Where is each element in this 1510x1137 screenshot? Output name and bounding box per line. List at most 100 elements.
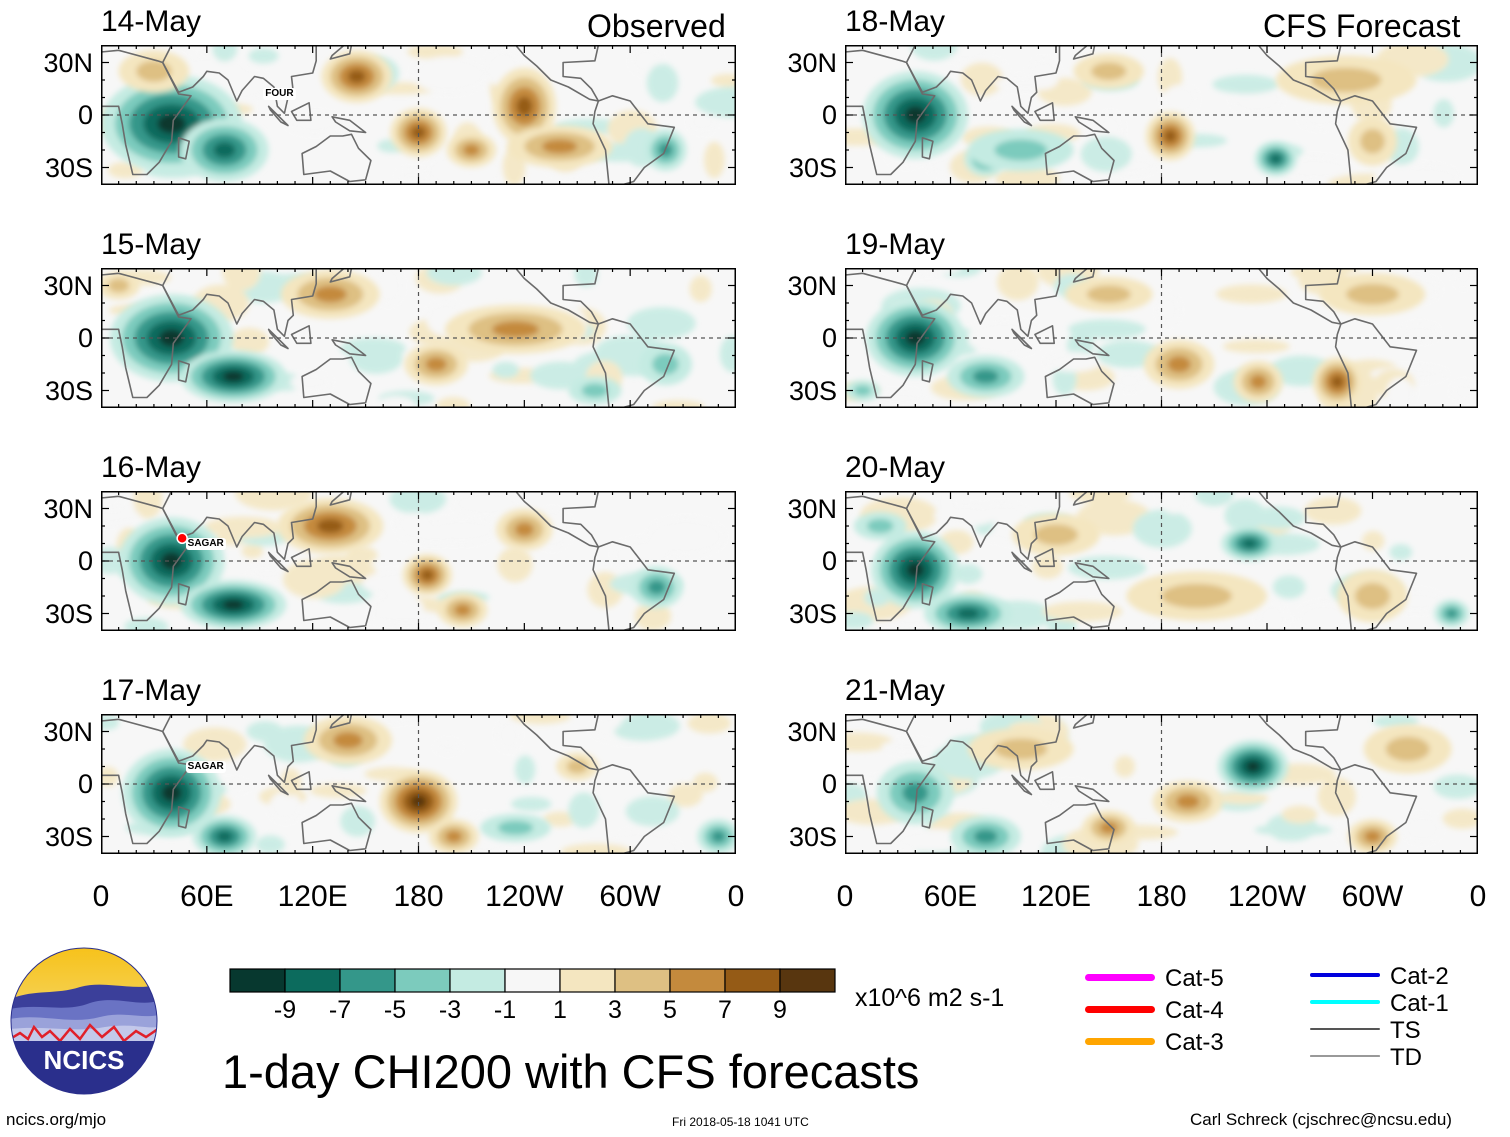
anomaly-map bbox=[100, 44, 737, 186]
lat-tick-label: 30S bbox=[44, 152, 93, 183]
colorbar-label: -3 bbox=[438, 996, 462, 1024]
lat-tick-label: 30S bbox=[44, 821, 93, 852]
lat-tick-label: 30N bbox=[787, 716, 837, 747]
anomaly-map bbox=[100, 267, 737, 409]
legend-swatch-cat-1 bbox=[1310, 1000, 1380, 1004]
colorbar-swatch bbox=[449, 968, 506, 993]
colorbar-label: 5 bbox=[663, 996, 677, 1024]
lon-tick-label: 60W bbox=[1341, 880, 1404, 913]
observed-title: Observed bbox=[587, 8, 726, 44]
map-panel-19-may bbox=[844, 267, 1479, 413]
lat-tick-label: 0 bbox=[77, 323, 93, 353]
lon-tick-label: 60E bbox=[180, 880, 234, 913]
lat-tick-label: 30N bbox=[43, 270, 93, 301]
lon-tick-label: 120W bbox=[485, 880, 564, 913]
lon-tick-label: 120E bbox=[1020, 880, 1092, 913]
lat-tick-label: 30S bbox=[44, 598, 93, 629]
anomaly-map bbox=[100, 490, 737, 632]
colorbar-units: x10^6 m2 s-1 bbox=[855, 984, 1005, 1012]
legend-swatch-td bbox=[1310, 1055, 1380, 1057]
legend-swatch-ts bbox=[1310, 1027, 1380, 1031]
lon-tick-label: 0 bbox=[836, 880, 854, 913]
lat-tick-label: 30N bbox=[787, 47, 837, 78]
colorbar-label: 1 bbox=[553, 996, 567, 1024]
legend-label: Cat-4 bbox=[1165, 997, 1224, 1024]
colorbar-swatch bbox=[284, 968, 341, 993]
lat-tick-label: 30N bbox=[43, 493, 93, 524]
colorbar-swatch bbox=[669, 968, 726, 993]
map-panel-16-may: SAGAR bbox=[100, 490, 737, 636]
colorbar-label: 3 bbox=[608, 996, 622, 1024]
colorbar-label: -1 bbox=[493, 996, 517, 1024]
legend-swatch-cat-2 bbox=[1310, 973, 1380, 977]
lon-tick-label: 180 bbox=[393, 880, 444, 913]
colorbar-label: -9 bbox=[273, 996, 297, 1024]
lon-tick-label: 0 bbox=[1469, 880, 1487, 913]
storm-label: FOUR bbox=[263, 88, 296, 100]
legend-label: Cat-5 bbox=[1165, 965, 1224, 992]
panel-date: 18-May bbox=[845, 5, 946, 38]
panel-date: 20-May bbox=[845, 451, 946, 484]
panel-date: 21-May bbox=[845, 674, 946, 707]
legend-swatch-cat-5 bbox=[1085, 973, 1155, 981]
footer-url[interactable]: ncics.org/mjo bbox=[6, 1110, 107, 1129]
colorbar-swatch bbox=[614, 968, 671, 993]
colorbar-swatch bbox=[724, 968, 781, 993]
lon-tick-label: 60E bbox=[923, 880, 978, 913]
colorbar-label: 7 bbox=[718, 996, 732, 1024]
panel-date: 19-May bbox=[845, 228, 946, 261]
lon-tick-label: 180 bbox=[1136, 880, 1187, 913]
panel-date: 17-May bbox=[101, 674, 202, 707]
lat-tick-label: 30S bbox=[788, 598, 837, 629]
colorbar-swatch bbox=[229, 968, 286, 993]
storm-label: SAGAR bbox=[185, 760, 226, 773]
map-panel-21-may bbox=[844, 713, 1479, 859]
lon-tick-label: 0 bbox=[92, 880, 110, 913]
lat-tick-label: 30N bbox=[787, 270, 837, 301]
colorbar-label: 9 bbox=[773, 996, 787, 1024]
legend-label: Cat-2 bbox=[1390, 963, 1449, 990]
colorbar-label: -7 bbox=[328, 996, 352, 1024]
colorbar-swatch bbox=[504, 968, 561, 993]
lat-tick-label: 30S bbox=[788, 152, 837, 183]
lat-tick-label: 30N bbox=[787, 493, 837, 524]
anomaly-map bbox=[844, 44, 1479, 186]
colorbar-label: -5 bbox=[383, 996, 407, 1024]
anomaly-map bbox=[844, 713, 1479, 855]
lon-tick-label: 120E bbox=[277, 880, 348, 913]
anomaly-map bbox=[844, 490, 1479, 632]
map-panel-18-may bbox=[844, 44, 1479, 190]
figure-title: 1-day CHI200 with CFS forecasts bbox=[222, 1045, 920, 1098]
map-panel-17-may: SAGAR bbox=[100, 713, 737, 859]
map-panel-20-may bbox=[844, 490, 1479, 636]
colorbar-swatch bbox=[339, 968, 396, 993]
lat-tick-label: 30N bbox=[43, 716, 93, 747]
footer-timestamp: Fri 2018-05-18 1041 UTC bbox=[672, 1115, 809, 1129]
colorbar-swatch bbox=[779, 968, 836, 993]
legend-swatch-cat-3 bbox=[1085, 1037, 1155, 1045]
lat-tick-label: 0 bbox=[77, 100, 93, 130]
colorbar bbox=[229, 968, 836, 998]
anomaly-map bbox=[100, 713, 737, 855]
footer-credit: Carl Schreck (cjschrec@ncsu.edu) bbox=[1190, 1110, 1452, 1129]
lat-tick-label: 30S bbox=[788, 821, 837, 852]
lon-tick-label: 120W bbox=[1227, 880, 1307, 913]
lat-tick-label: 0 bbox=[821, 323, 837, 353]
anomaly-map bbox=[844, 267, 1479, 409]
ncics-logo: NCICS bbox=[10, 947, 158, 1095]
legend-label: TS bbox=[1390, 1017, 1421, 1044]
colorbar-swatch bbox=[394, 968, 451, 993]
lat-tick-label: 0 bbox=[821, 546, 837, 576]
colorbar-swatch bbox=[559, 968, 616, 993]
panel-date: 15-May bbox=[101, 228, 202, 261]
panel-date: 16-May bbox=[101, 451, 202, 484]
lat-tick-label: 30S bbox=[788, 375, 837, 406]
lat-tick-label: 0 bbox=[77, 546, 93, 576]
lat-tick-label: 30N bbox=[43, 47, 93, 78]
colorbar-swatches bbox=[229, 968, 836, 993]
logo-text: NCICS bbox=[44, 1045, 125, 1075]
lat-tick-label: 0 bbox=[821, 769, 837, 799]
cfs-forecast-title: CFS Forecast bbox=[1263, 8, 1461, 44]
lat-tick-label: 0 bbox=[821, 100, 837, 130]
legend-swatch-cat-4 bbox=[1085, 1005, 1155, 1013]
